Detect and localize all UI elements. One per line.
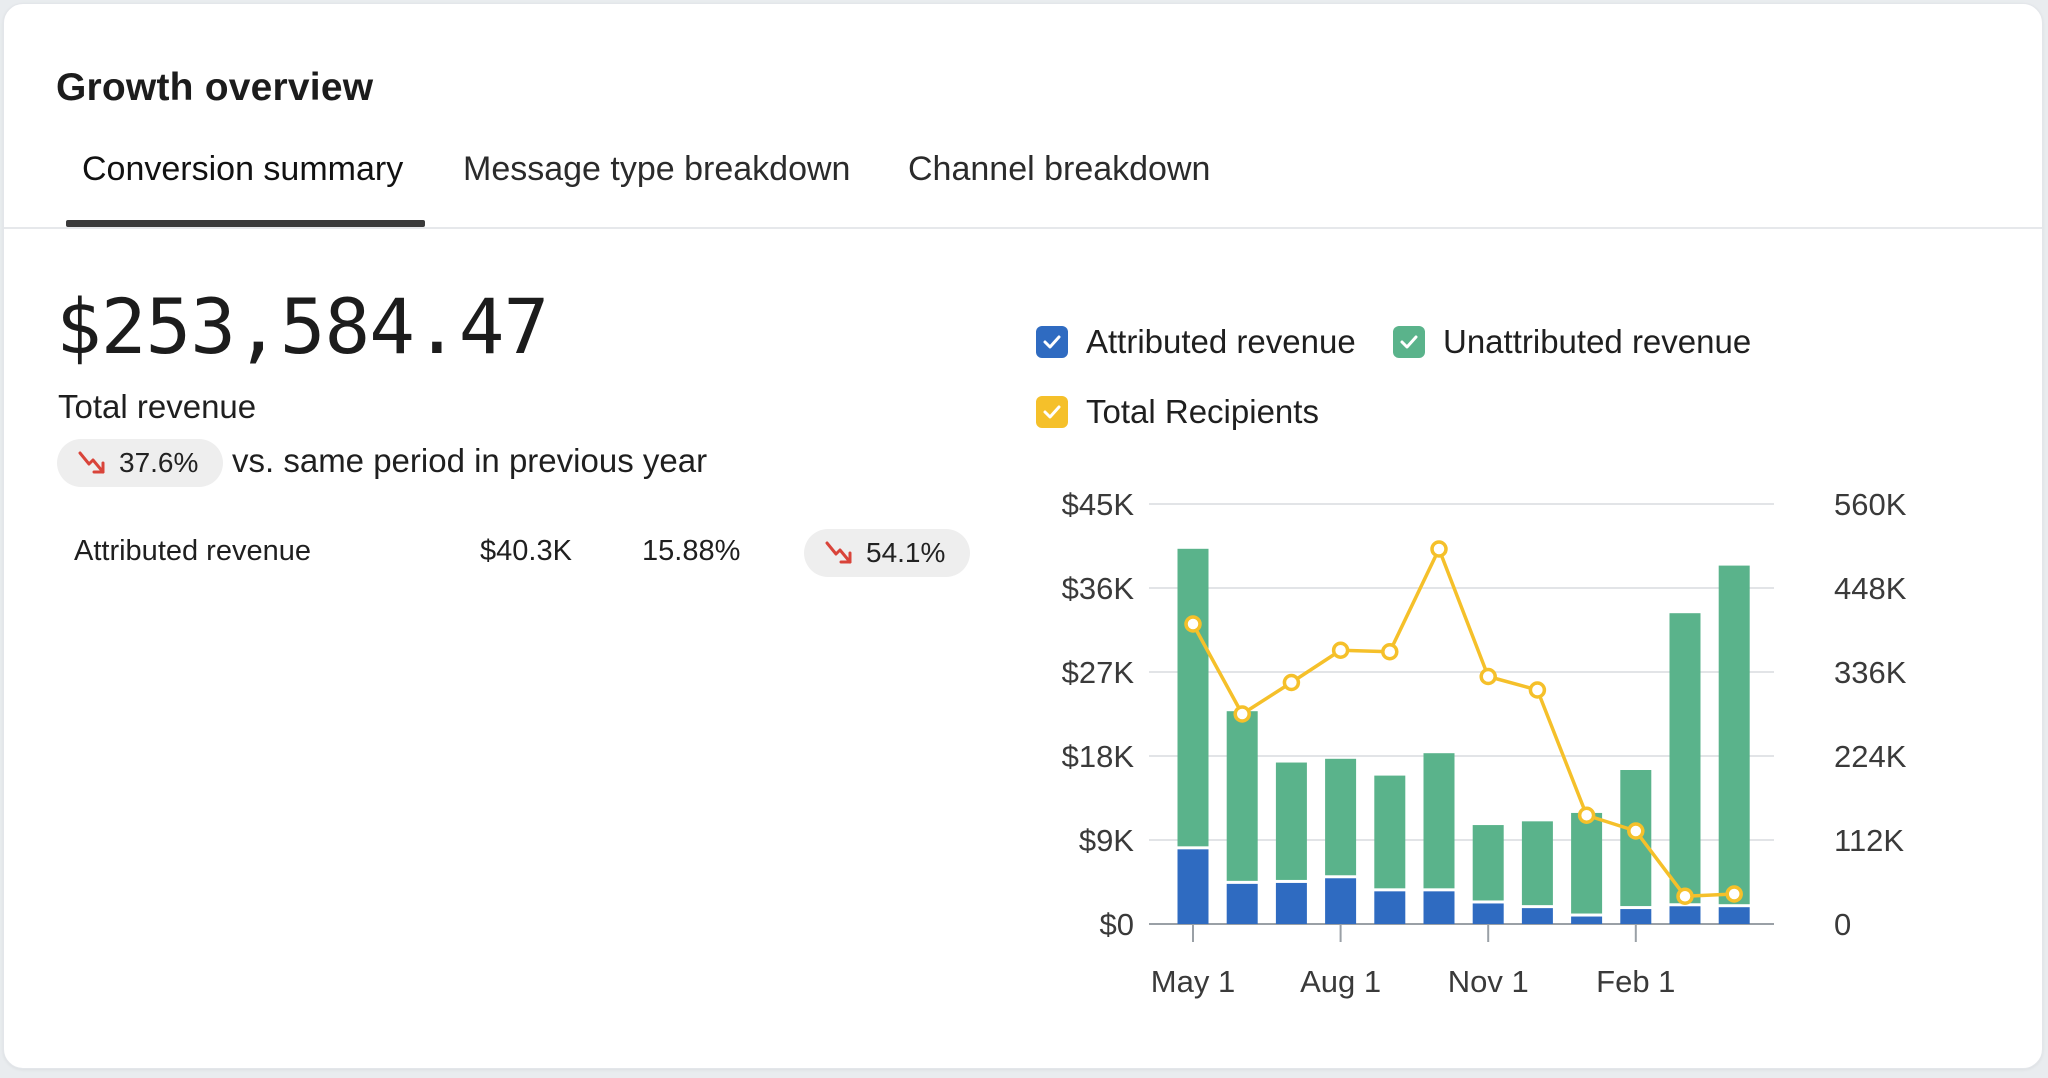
bar-attributed (1472, 903, 1504, 924)
growth-overview-card: Growth overview Conversion summary Messa… (3, 3, 2043, 1069)
x-tick-label: Nov 1 (1448, 964, 1529, 999)
comparison-text: vs. same period in previous year (232, 442, 708, 479)
bar-unattributed (1571, 812, 1603, 914)
recipients-point (1331, 641, 1350, 659)
row-label: Attributed revenue (74, 535, 311, 567)
y-right-tick-label: 112K (1834, 823, 1904, 858)
bar-attributed (1325, 878, 1357, 924)
bar-attributed (1718, 907, 1750, 924)
y-left-tick-label: $9K (1079, 823, 1134, 858)
bar-unattributed (1718, 565, 1750, 905)
total-revenue-label: Total revenue (58, 388, 257, 425)
bar-attributed (1423, 891, 1455, 924)
y-left-tick-label: $27K (1062, 655, 1135, 690)
bar-attributed (1275, 882, 1307, 924)
checkbox-checked-icon[interactable] (1036, 396, 1068, 428)
y-left-tick-label: $45K (1062, 487, 1135, 522)
recipients-point (1725, 885, 1743, 903)
bar-unattributed (1669, 613, 1701, 904)
trend-down-icon (825, 541, 852, 564)
legend-label: Total Recipients (1086, 393, 1319, 430)
change-value: 37.6% (119, 447, 199, 478)
tab-message-type-breakdown[interactable]: Message type breakdown (463, 150, 851, 188)
bar-attributed (1177, 849, 1209, 924)
x-tick-label: Feb 1 (1596, 964, 1675, 999)
page-title: Growth overview (56, 66, 374, 109)
recipients-point (1381, 643, 1399, 661)
x-tick-label: Aug 1 (1300, 964, 1381, 999)
recipients-point (1676, 887, 1694, 905)
bar-unattributed (1472, 825, 1504, 901)
checkbox-checked-icon[interactable] (1393, 326, 1425, 358)
x-tick-label: May 1 (1151, 964, 1235, 999)
y-right-tick-label: 0 (1834, 907, 1851, 942)
recipients-point (1627, 822, 1645, 840)
row-share: 15.88% (642, 535, 741, 567)
tab-conversion-summary[interactable]: Conversion summary (82, 150, 404, 188)
row-change-value: 54.1% (866, 537, 946, 568)
bar-unattributed (1374, 775, 1406, 889)
recipients-point (1430, 540, 1448, 558)
legend-attributed-revenue[interactable]: Attributed revenue (1036, 322, 1356, 362)
legend-label: Unattributed revenue (1443, 323, 1752, 360)
active-tab-indicator (66, 220, 425, 227)
bar-attributed (1571, 916, 1603, 924)
y-right-tick-label: 560K (1834, 487, 1907, 522)
bar-unattributed (1325, 758, 1357, 876)
tab-divider (4, 227, 2042, 229)
y-left-tick-label: $0 (1100, 907, 1134, 942)
y-right-tick-label: 448K (1834, 571, 1907, 606)
change-badge: 37.6% (57, 439, 223, 487)
table-row: Attributed revenue $40.3K 15.88% 54.1% (4, 529, 984, 579)
row-change-badge: 54.1% (804, 529, 970, 577)
bar-attributed (1226, 883, 1258, 924)
trend-down-icon (78, 451, 105, 474)
y-right-tick-label: 336K (1834, 655, 1907, 690)
bar-attributed (1521, 908, 1553, 924)
bar-unattributed (1423, 753, 1455, 889)
legend-unattributed-revenue[interactable]: Unattributed revenue (1393, 322, 1751, 362)
tab-bar: Conversion summary Message type breakdow… (4, 144, 2042, 228)
row-amount: $40.3K (480, 535, 572, 567)
legend-total-recipients[interactable]: Total Recipients (1036, 392, 1319, 432)
tab-channel-breakdown[interactable]: Channel breakdown (908, 150, 1211, 188)
bar-attributed (1669, 906, 1701, 924)
recipients-point (1184, 615, 1202, 633)
recipients-point (1479, 667, 1497, 686)
recipients-point (1528, 681, 1547, 699)
bar-attributed (1374, 891, 1406, 924)
y-right-tick-label: 224K (1834, 739, 1907, 774)
checkbox-checked-icon[interactable] (1036, 326, 1068, 358)
bar-unattributed (1521, 821, 1553, 906)
recipients-point (1282, 673, 1301, 692)
y-left-tick-label: $36K (1062, 571, 1135, 606)
total-revenue-value: $253,584.47 (56, 282, 549, 371)
recipients-point (1577, 806, 1596, 824)
y-left-tick-label: $18K (1062, 739, 1135, 774)
recipients-line (1191, 547, 1735, 898)
recipients-point (1233, 705, 1251, 723)
bar-unattributed (1275, 762, 1307, 880)
revenue-chart: $0 0 $9K 112K $18K 224K $27K 336K $36K 448K $45K 56… (1062, 487, 1907, 999)
legend-label: Attributed revenue (1086, 323, 1356, 360)
bar-unattributed (1177, 548, 1209, 847)
bar-attributed (1620, 909, 1652, 924)
bar-unattributed (1226, 711, 1258, 881)
